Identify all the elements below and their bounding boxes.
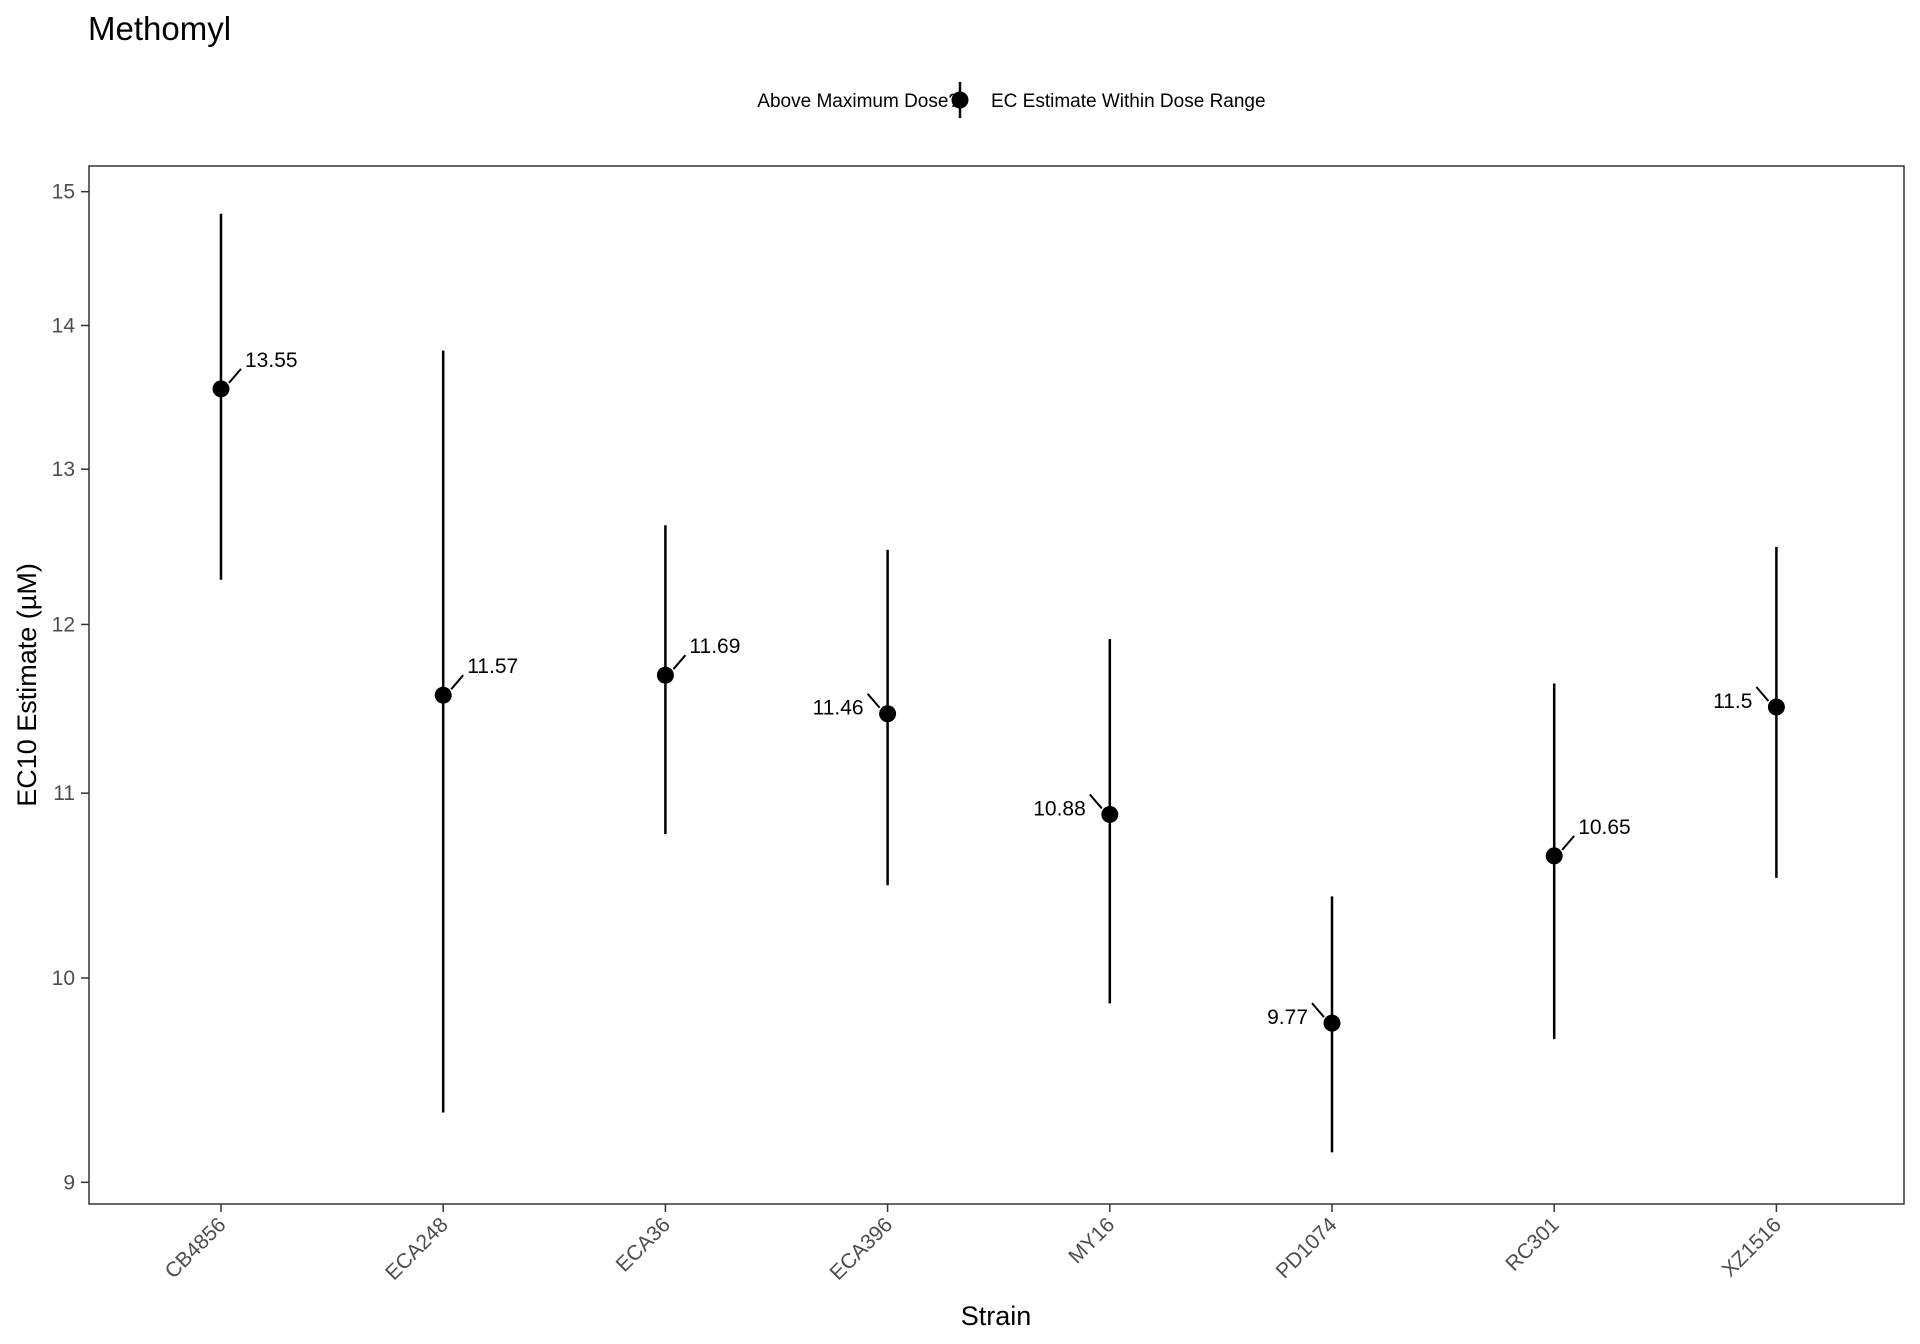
- x-tick-label: ECA248: [381, 1213, 453, 1285]
- label-leader: [1561, 835, 1575, 851]
- legend-label: EC Estimate Within Dose Range: [991, 91, 1266, 112]
- x-tick-label: ECA36: [612, 1213, 675, 1276]
- data-label: 10.65: [1578, 816, 1631, 839]
- x-axis-title: Strain: [961, 1301, 1032, 1331]
- data-label: 11.46: [813, 697, 864, 720]
- legend-key-point: [951, 91, 969, 109]
- label-leader: [1311, 1002, 1325, 1018]
- data-label: 9.77: [1267, 1006, 1308, 1029]
- x-tick-label: CB4856: [161, 1213, 231, 1283]
- data-label: 13.55: [245, 349, 298, 372]
- x-tick-label: RC301: [1501, 1213, 1563, 1275]
- data-label: 11.5: [1713, 690, 1752, 713]
- x-tick-label: XZ1516: [1718, 1213, 1786, 1281]
- data-point: [656, 666, 674, 684]
- label-leader: [1089, 793, 1103, 810]
- data-point: [434, 686, 452, 704]
- y-tick-label: 13: [52, 458, 75, 481]
- y-axis-title: EC10 Estimate (µM): [12, 563, 42, 807]
- data-point: [1545, 847, 1563, 865]
- label-leader: [228, 368, 242, 384]
- data-point: [1101, 805, 1119, 823]
- label-leader: [866, 693, 881, 709]
- data-marks: 13.55 11.57 11.69 11.46 10.88 9.77 10.65 11.5: [212, 213, 1785, 1153]
- x-tick-label: ECA396: [826, 1213, 898, 1285]
- chart-title: Methomyl: [88, 10, 231, 47]
- y-tick-label: 10: [52, 967, 75, 990]
- x-axis: CB4856 ECA248 ECA36 ECA396 MY16 PD1074 RC301 XZ…: [161, 1204, 1786, 1285]
- x-tick-label: MY16: [1064, 1213, 1119, 1268]
- y-tick-label: 14: [52, 314, 76, 337]
- plot-panel: [88, 165, 1905, 1205]
- legend: Above Maximum Dose? EC Estimate Within D…: [757, 82, 1266, 118]
- data-label: 10.88: [1033, 797, 1086, 820]
- label-leader: [450, 674, 464, 690]
- label-leader: [672, 654, 687, 670]
- data-label: 11.57: [467, 655, 518, 678]
- y-tick-label: 15: [52, 181, 75, 204]
- label-leader: [1755, 686, 1770, 702]
- y-tick-label: 12: [52, 613, 75, 636]
- legend-title: Above Maximum Dose?: [757, 91, 959, 112]
- data-point: [1767, 698, 1785, 716]
- data-point: [879, 705, 897, 723]
- data-point: [1323, 1014, 1341, 1032]
- y-tick-label: 9: [63, 1171, 75, 1194]
- y-tick-label: 11: [53, 782, 75, 805]
- x-tick-label: PD1074: [1272, 1213, 1342, 1283]
- data-point: [212, 380, 230, 398]
- y-axis: 9 10 11 12 13 14 15: [52, 181, 89, 1194]
- data-label: 11.69: [689, 635, 740, 658]
